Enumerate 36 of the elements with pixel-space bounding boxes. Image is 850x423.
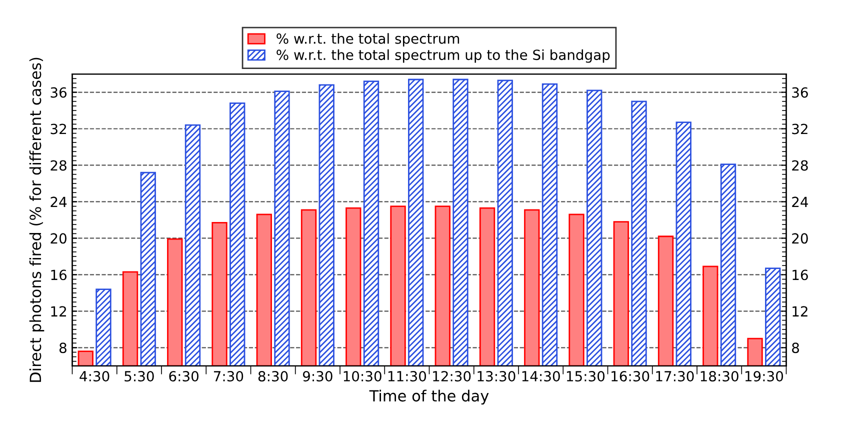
x-tick-label: 11:30	[388, 371, 426, 382]
y-tick-label: 16	[51, 270, 67, 280]
y2-tick-label: 16	[792, 270, 808, 280]
y-tick-label: 24	[50, 196, 67, 207]
y-tick-label: 12	[51, 306, 66, 316]
x-tick-label: 17:30	[656, 371, 694, 382]
x-tick-label: 6:30	[169, 371, 198, 382]
y2-tick-label: 20	[792, 233, 808, 244]
y-tick-label: 8	[59, 342, 66, 354]
y2-tick-label: 12	[792, 306, 808, 316]
x-tick-label: 4:30	[80, 371, 110, 382]
x-axis-title: Time of the day	[369, 390, 489, 405]
x-tick-label: 8:30	[258, 371, 288, 382]
x-tick-label: 12:30	[433, 371, 471, 382]
y2-tick-label: 28	[792, 160, 808, 171]
y-tick-label: 36	[50, 87, 67, 98]
x-tick-label: 10:30	[344, 371, 382, 382]
y2-tick-label: 8	[792, 342, 799, 354]
x-tick-label: 15:30	[566, 371, 605, 382]
x-tick-label: 18:30	[700, 371, 738, 382]
x-tick-label: 14:30	[522, 371, 560, 382]
y-tick-label: 20	[50, 233, 66, 244]
y2-tick-label: 36	[792, 87, 808, 98]
legend-label: % w.r.t. the total spectrum up to the Si bandgap	[276, 49, 610, 63]
x-tick-label: 9:30	[302, 371, 332, 382]
y2-tick-label: 24	[792, 196, 808, 207]
x-tick-label: 16:30	[612, 371, 650, 382]
y-tick-label: 28	[50, 160, 66, 171]
x-tick-label: 5:30	[124, 371, 154, 382]
x-tick-label: 19:30	[745, 371, 784, 382]
x-tick-label: 7:30	[214, 371, 244, 382]
x-tick-label: 13:30	[478, 371, 516, 382]
legend-label: % w.r.t. the total spectrum	[276, 33, 460, 47]
y2-tick-label: 32	[792, 124, 808, 134]
y-axis-title: Direct photons fired (% for different cases)	[29, 58, 44, 382]
y-tick-label: 32	[50, 124, 66, 134]
